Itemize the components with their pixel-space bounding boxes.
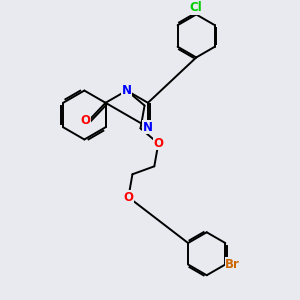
Text: Br: Br (225, 258, 240, 271)
Text: O: O (123, 191, 134, 204)
Text: N: N (143, 121, 153, 134)
Text: Cl: Cl (190, 2, 203, 14)
Text: O: O (153, 137, 163, 150)
Text: N: N (122, 84, 132, 97)
Text: O: O (81, 114, 91, 127)
